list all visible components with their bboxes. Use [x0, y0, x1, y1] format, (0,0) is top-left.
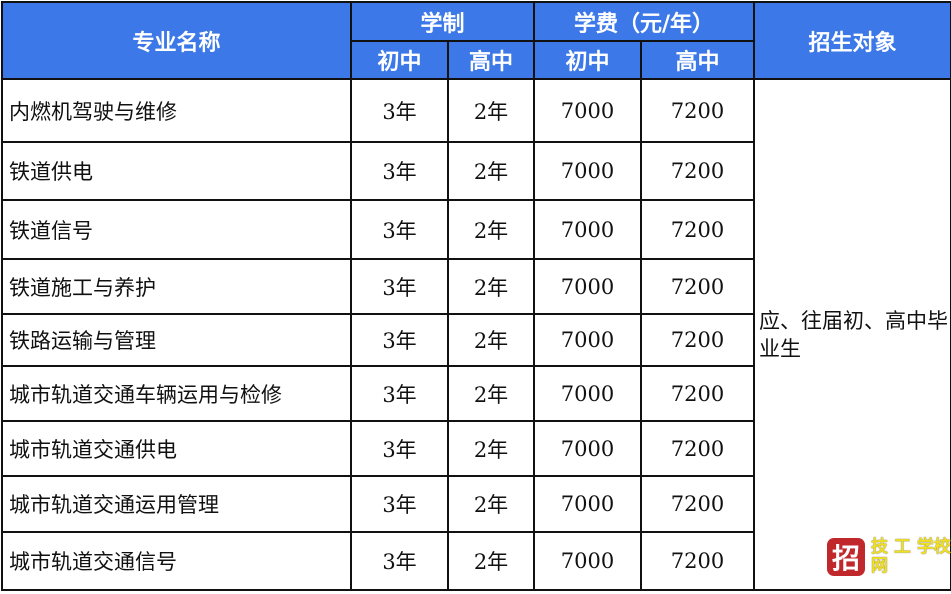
- duration-senior-cell: 2年: [446, 313, 536, 367]
- fee-junior-cell: 7000: [533, 141, 643, 201]
- table-row: 城市轨道交通运用管理 3年 2年 7000 7200: [1, 475, 951, 533]
- fee-senior-cell: 7200: [640, 258, 756, 315]
- fee-senior-cell: 7200: [640, 78, 756, 143]
- header-target: 招生对象: [753, 1, 951, 80]
- fee-junior-cell: 7000: [533, 313, 643, 367]
- duration-senior-cell: 2年: [446, 420, 536, 477]
- header-tuition: 学费（元/年）: [533, 1, 756, 42]
- fee-junior-cell: 7000: [533, 199, 643, 260]
- duration-senior-cell: 2年: [446, 365, 536, 422]
- major-cell: 城市轨道交通车辆运用与检修: [1, 365, 352, 422]
- duration-junior-cell: 3年: [350, 531, 449, 591]
- fee-senior-cell: 7200: [640, 365, 756, 422]
- duration-junior-cell: 3年: [350, 420, 449, 477]
- duration-senior-cell: 2年: [446, 199, 536, 260]
- header-sub: 初中: [350, 40, 449, 80]
- duration-senior-cell: 2年: [446, 141, 536, 201]
- duration-senior-cell: 2年: [446, 531, 536, 591]
- table-row: 城市轨道交通车辆运用与检修 3年 2年 7000 7200: [1, 365, 951, 422]
- major-cell: 铁道施工与养护: [1, 258, 352, 315]
- duration-senior-cell: 2年: [446, 78, 536, 143]
- table-row: 城市轨道交通供电 3年 2年 7000 7200: [1, 420, 951, 477]
- duration-junior-cell: 3年: [350, 365, 449, 422]
- table-row: 铁道供电 3年 2年 7000 7200: [1, 141, 951, 201]
- duration-junior-cell: 3年: [350, 78, 449, 143]
- header-major: 专业名称: [1, 1, 352, 80]
- fee-senior-cell: 7200: [640, 531, 756, 591]
- duration-junior-cell: 3年: [350, 313, 449, 367]
- major-cell: 城市轨道交通信号: [1, 531, 352, 591]
- fee-senior-cell: 7200: [640, 420, 756, 477]
- table-row: 铁路运输与管理 3年 2年 7000 7200: [1, 313, 951, 367]
- table-row: 内燃机驾驶与维修 3年 2年 7000 7200 应、往届初、高中毕业生: [1, 78, 951, 591]
- header-sub: 高中: [446, 40, 536, 80]
- duration-senior-cell: 2年: [446, 475, 536, 533]
- major-cell: 城市轨道交通运用管理: [1, 475, 352, 533]
- table-row: 城市轨道交通信号 3年 2年 7000 7200: [1, 531, 951, 591]
- header-duration: 学制: [349, 1, 536, 42]
- duration-junior-cell: 3年: [350, 199, 449, 260]
- major-cell: 城市轨道交通供电: [1, 420, 352, 477]
- fee-senior-cell: 7200: [640, 313, 756, 367]
- fee-senior-cell: 7200: [640, 199, 756, 260]
- duration-junior-cell: 3年: [350, 475, 449, 533]
- major-cell: 铁道供电: [1, 141, 352, 201]
- logo-text: 技 工 学校网: [871, 537, 951, 576]
- header-sub: 高中: [640, 40, 756, 80]
- fee-senior-cell: 7200: [640, 475, 756, 533]
- target-cell: 应、往届初、高中毕业生: [753, 78, 951, 591]
- fee-junior-cell: 7000: [533, 475, 643, 533]
- duration-senior-cell: 2年: [446, 258, 536, 315]
- fee-junior-cell: 7000: [533, 420, 643, 477]
- fee-junior-cell: 7000: [533, 531, 643, 591]
- logo-mark: 招: [827, 538, 865, 576]
- fee-junior-cell: 7000: [533, 258, 643, 315]
- fee-junior-cell: 7000: [533, 365, 643, 422]
- table-row: 铁道施工与养护 3年 2年 7000 7200: [1, 258, 951, 315]
- header-sub: 初中: [533, 40, 643, 80]
- fee-senior-cell: 7200: [640, 141, 756, 201]
- duration-junior-cell: 3年: [350, 141, 449, 201]
- watermark-logo: 招 技 工 学校网: [827, 538, 951, 576]
- major-cell: 内燃机驾驶与维修: [1, 78, 352, 143]
- table-row: 铁道信号 3年 2年 7000 7200: [1, 199, 951, 260]
- major-cell: 铁路运输与管理: [1, 313, 352, 367]
- major-cell: 铁道信号: [1, 199, 352, 260]
- duration-junior-cell: 3年: [350, 258, 449, 315]
- fee-junior-cell: 7000: [533, 78, 643, 143]
